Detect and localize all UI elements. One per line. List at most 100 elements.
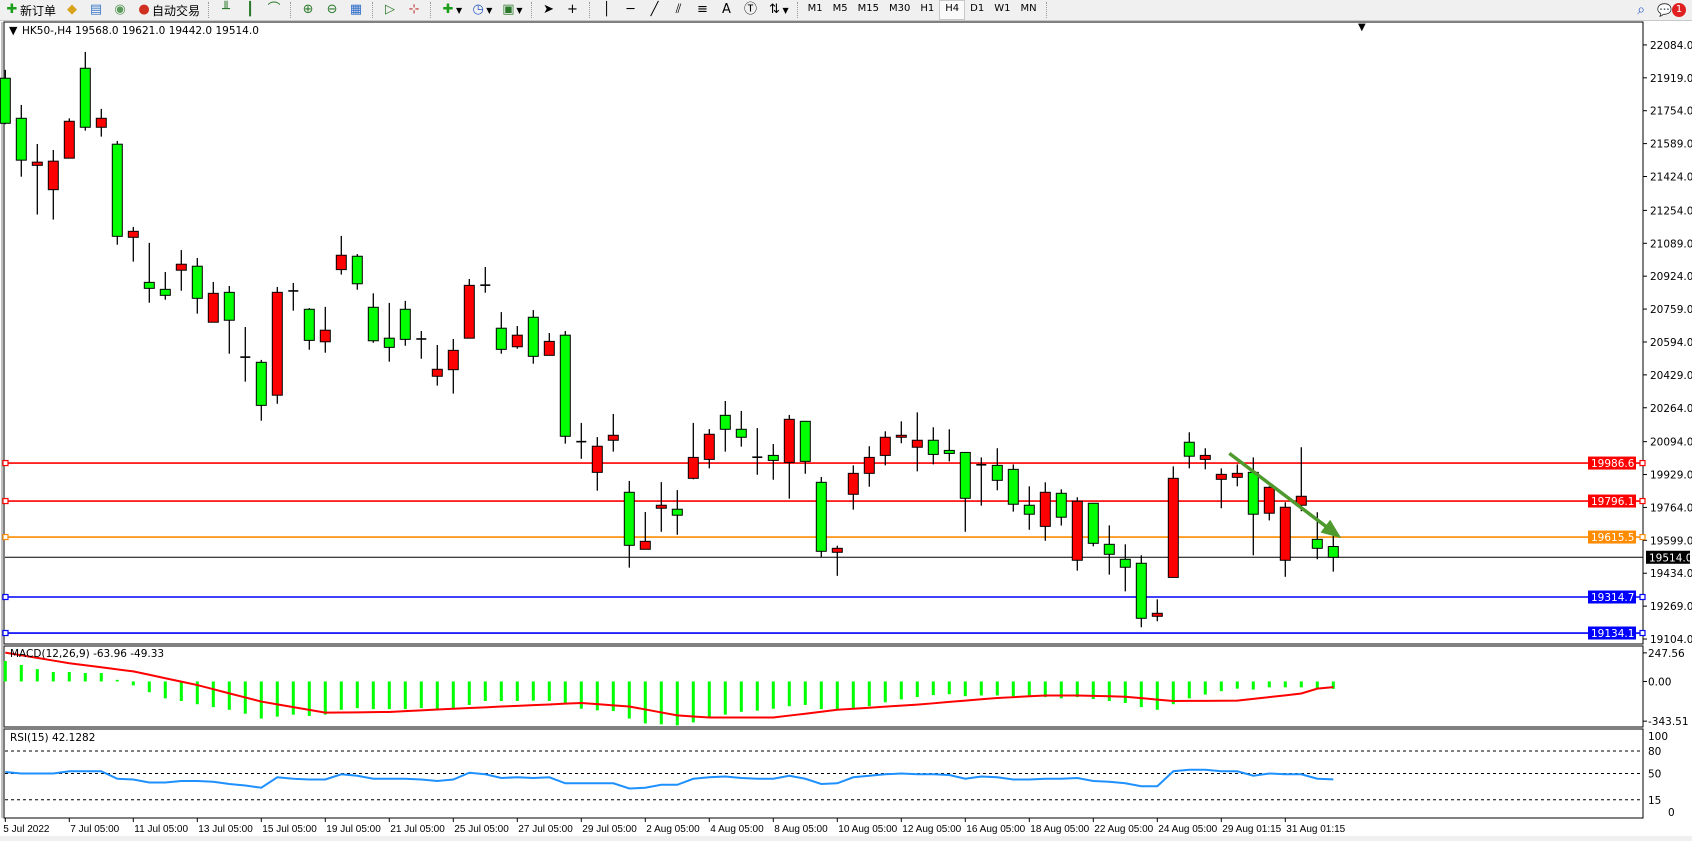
candle-body: [1231, 472, 1243, 478]
zoom-out-button[interactable]: ⊖: [321, 1, 343, 19]
level-handle-left[interactable]: [2, 533, 9, 541]
auto-trading-button[interactable]: ● 自动交易: [133, 1, 203, 19]
rsi-indicator: 100 80 50 15 0: [5, 731, 1675, 819]
trend-arrow[interactable]: [1228, 452, 1342, 539]
candle-body: [1199, 454, 1211, 460]
macd-histogram-bar: [195, 681, 199, 705]
auto-scroll-button[interactable]: ▷: [379, 1, 401, 19]
text-button[interactable]: A: [716, 1, 738, 19]
candle: [879, 431, 891, 466]
bar-chart-button[interactable]: ╨: [215, 1, 237, 19]
level-handle-right[interactable]: [1639, 497, 1646, 505]
timeframe-w1[interactable]: W1: [994, 3, 1011, 14]
timeframe-d1[interactable]: D1: [970, 3, 985, 14]
candle: [223, 285, 235, 354]
market-watch-button[interactable]: ▤: [85, 1, 107, 19]
dropdown-arrow-icon: ▼: [516, 5, 523, 15]
candle-body: [799, 420, 811, 462]
messages-button[interactable]: 💬 1: [1657, 3, 1686, 17]
candle: [159, 271, 171, 300]
new-order-button[interactable]: ✚ 新订单: [1, 1, 59, 19]
signals-button[interactable]: ◉: [109, 1, 131, 19]
cursor-button[interactable]: ➤: [538, 1, 560, 19]
search-icon[interactable]: ⌕: [1637, 2, 1646, 18]
candle: [607, 413, 619, 452]
timeframe-h1[interactable]: H1: [920, 3, 935, 14]
candle: [127, 226, 139, 262]
candle-body: [767, 454, 779, 461]
templates-button[interactable]: ▣ ▼: [497, 1, 525, 19]
arrow-shaft[interactable]: [1228, 452, 1329, 529]
level-handle-right[interactable]: [1639, 593, 1646, 601]
macd-indicator: 247.56 0.00 -343.51: [3, 648, 1689, 728]
candle-body: [95, 117, 107, 128]
timeframe-m5[interactable]: M5: [832, 3, 848, 14]
timeframe-h4[interactable]: H4: [939, 0, 966, 20]
candle: [799, 420, 811, 474]
candles: [0, 51, 1339, 628]
vertical-line-button[interactable]: │: [596, 1, 618, 19]
new-order-label: 新订单: [20, 3, 57, 18]
horizontal-line-button[interactable]: ─: [620, 1, 642, 19]
candle-body: [1135, 562, 1147, 619]
timeframe-m30[interactable]: M30: [889, 3, 911, 14]
candle: [271, 286, 283, 404]
collapse-triangle-icon[interactable]: ▼: [9, 24, 18, 37]
gold-button[interactable]: ◆: [61, 1, 83, 19]
macd-histogram-bar: [771, 681, 775, 709]
line-chart-button[interactable]: ⌒: [263, 1, 285, 19]
level-handle-left[interactable]: [2, 497, 9, 505]
candle: [1327, 535, 1339, 572]
chart-shift-marker-icon[interactable]: ▼: [1358, 22, 1366, 33]
text-label-button[interactable]: Ⓣ: [740, 1, 762, 19]
candle-body: [1039, 491, 1051, 527]
timeframe-mn[interactable]: MN: [1020, 3, 1037, 14]
candle: [1039, 482, 1051, 541]
candle: [47, 149, 59, 220]
auto-trading-label: 自动交易: [152, 3, 201, 18]
fibonacci-button[interactable]: ≡: [692, 1, 714, 19]
level-handle-left[interactable]: [2, 459, 9, 467]
level-handle-right[interactable]: [1639, 459, 1646, 467]
equidistant-channel-button[interactable]: ⫽: [668, 1, 690, 19]
current-price-tag: [1646, 550, 1690, 564]
level-handle-left[interactable]: [2, 593, 9, 601]
level-handle-right[interactable]: [1639, 533, 1646, 541]
candle-body: [607, 434, 619, 441]
candle: [367, 293, 379, 343]
separator: [1045, 2, 1048, 18]
macd-histogram-bar: [1011, 681, 1015, 697]
trendline-button[interactable]: ╱: [644, 1, 666, 19]
candle-body: [495, 327, 507, 350]
tile-windows-button[interactable]: ▦: [345, 1, 367, 19]
candle-body: [111, 143, 123, 237]
arrows-icon: ⇅: [769, 2, 780, 17]
candle: [719, 400, 731, 452]
candle-body: [47, 160, 59, 191]
candle-body: [1215, 473, 1227, 480]
arrows-button[interactable]: ⇅ ▼: [764, 1, 792, 19]
periods-button[interactable]: ◷ ▼: [467, 1, 495, 19]
macd-histogram-bar: [899, 681, 903, 700]
candle-body: [1119, 558, 1131, 568]
macd-histogram-bar: [739, 681, 743, 712]
candle: [79, 51, 91, 131]
candle-body: [639, 540, 651, 550]
level-handle-right[interactable]: [1639, 629, 1646, 637]
time-axis: 5 Jul 2022 7 Jul 05:00 11 Jul 05:00 13 Jul …: [3, 818, 1346, 835]
timeframe-m1[interactable]: M1: [807, 3, 823, 14]
candle-body: [1311, 538, 1323, 549]
level-handle-left[interactable]: [2, 629, 9, 637]
arrow-head-icon[interactable]: [1320, 519, 1342, 539]
timeframe-m15[interactable]: M15: [857, 3, 880, 14]
macd-histogram-bar: [627, 681, 631, 719]
macd-histogram-bar: [435, 681, 439, 709]
crosshair-button[interactable]: +: [562, 1, 584, 19]
candle: [1167, 466, 1179, 578]
zoom-in-button[interactable]: ⊕: [297, 1, 319, 19]
candle-chart-button[interactable]: ┃: [239, 1, 261, 19]
indicators-button[interactable]: ✚ ▼: [437, 1, 465, 19]
chart-shift-button[interactable]: ⊹: [403, 1, 425, 19]
level-price-tag: [1588, 530, 1636, 544]
